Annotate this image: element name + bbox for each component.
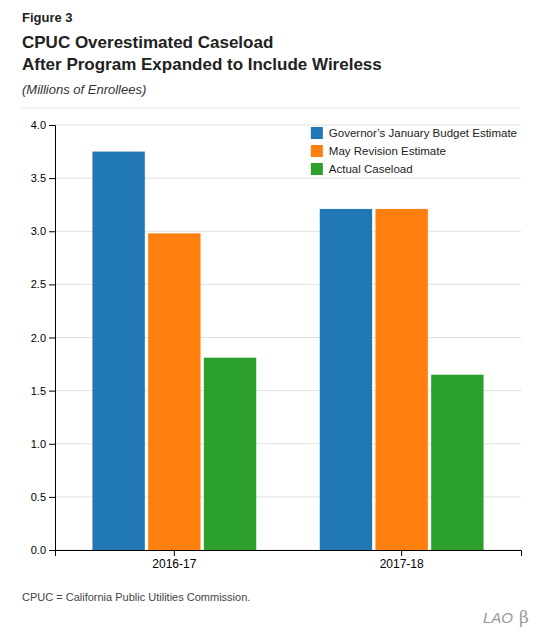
y-tick-mark: [49, 444, 55, 445]
bar: [431, 375, 483, 550]
legend-label: May Revision Estimate: [329, 145, 446, 157]
y-tick-label: 1.5: [31, 385, 46, 397]
y-tick-label: 0.0: [31, 544, 46, 556]
y-tick-label: 4.0: [31, 119, 46, 131]
legend-item: May Revision Estimate: [311, 145, 446, 157]
y-tick: 2.0: [31, 332, 55, 344]
y-tick: 1.0: [31, 438, 55, 450]
y-tick-mark: [49, 338, 55, 339]
y-tick-label: 1.0: [31, 438, 46, 450]
y-tick-mark: [49, 231, 55, 232]
y-axis: 0.0 0.5 1.0 1.5 2.0 2.5 3.0 3.5 4.0: [31, 119, 56, 556]
y-tick-label: 0.5: [31, 491, 46, 503]
legend-label: Governor’s January Budget Estimate: [329, 127, 517, 139]
bar: [320, 209, 372, 550]
y-tick: 4.0: [31, 119, 55, 131]
x-tick: 2016-17: [152, 550, 196, 571]
bars: [92, 152, 483, 550]
legend-item: Actual Caseload: [311, 163, 413, 175]
legend-swatch: [311, 127, 323, 139]
y-tick-label: 2.5: [31, 278, 46, 290]
x-tick-label: 2016-17: [152, 557, 196, 571]
bar-series: [148, 209, 428, 550]
title: After Program Expanded to Include Wirele…: [22, 55, 382, 74]
y-tick: 1.5: [31, 385, 55, 397]
x-tick-mark: [401, 550, 402, 556]
watermark: LAO: [483, 609, 513, 626]
separator: [22, 108, 519, 109]
y-tick-mark: [49, 550, 55, 551]
legend-item: Governor’s January Budget Estimate: [311, 127, 517, 139]
x-tick: 2017-18: [380, 550, 424, 571]
y-tick-mark: [49, 284, 55, 285]
y-tick-label: 3.5: [31, 172, 46, 184]
y-tick: 0.5: [31, 491, 55, 503]
y-tick: 3.5: [31, 172, 55, 184]
bar: [204, 358, 256, 550]
x-axis-line: [56, 551, 522, 557]
y-tick-mark: [49, 497, 55, 498]
bar: [92, 152, 144, 550]
y-tick-label: 2.0: [31, 332, 46, 344]
y-tick: 0.0: [31, 544, 55, 556]
y-tick: 3.0: [31, 225, 55, 237]
x-tick-label: 2017-18: [380, 557, 424, 571]
watermark-symbol: β: [519, 607, 529, 627]
y-tick-mark: [49, 178, 55, 179]
x-axis: 2016-17 2017-18: [56, 550, 522, 571]
bar-series: [92, 152, 372, 550]
bar-series: [204, 358, 484, 550]
figure-label: Figure 3: [22, 10, 73, 25]
y-tick: 2.5: [31, 278, 55, 290]
plot: 0.0 0.5 1.0 1.5 2.0 2.5 3.0 3.5 4.0 2016-17 2017-1…: [31, 119, 522, 571]
y-tick-label: 3.0: [31, 225, 46, 237]
y-tick-mark: [49, 391, 55, 392]
chart: Figure 3 CPUC Overestimated Caseload After…: [0, 0, 541, 637]
title: CPUC Overestimated Caseload: [22, 33, 273, 52]
legend: Governor’s January Budget Estimate May Re…: [311, 127, 517, 175]
bar: [148, 233, 200, 550]
legend-label: Actual Caseload: [329, 163, 413, 175]
subtitle: (Millions of Enrollees): [22, 82, 146, 97]
y-axis-line: [49, 126, 56, 551]
footnote: CPUC = California Public Utilities Commi…: [22, 591, 250, 603]
grid: [55, 125, 521, 550]
legend-swatch: [311, 163, 323, 175]
grid-line: [55, 125, 521, 126]
x-tick-mark: [174, 550, 175, 556]
y-tick-mark: [49, 125, 55, 126]
bar: [375, 209, 427, 550]
legend-swatch: [311, 145, 323, 157]
